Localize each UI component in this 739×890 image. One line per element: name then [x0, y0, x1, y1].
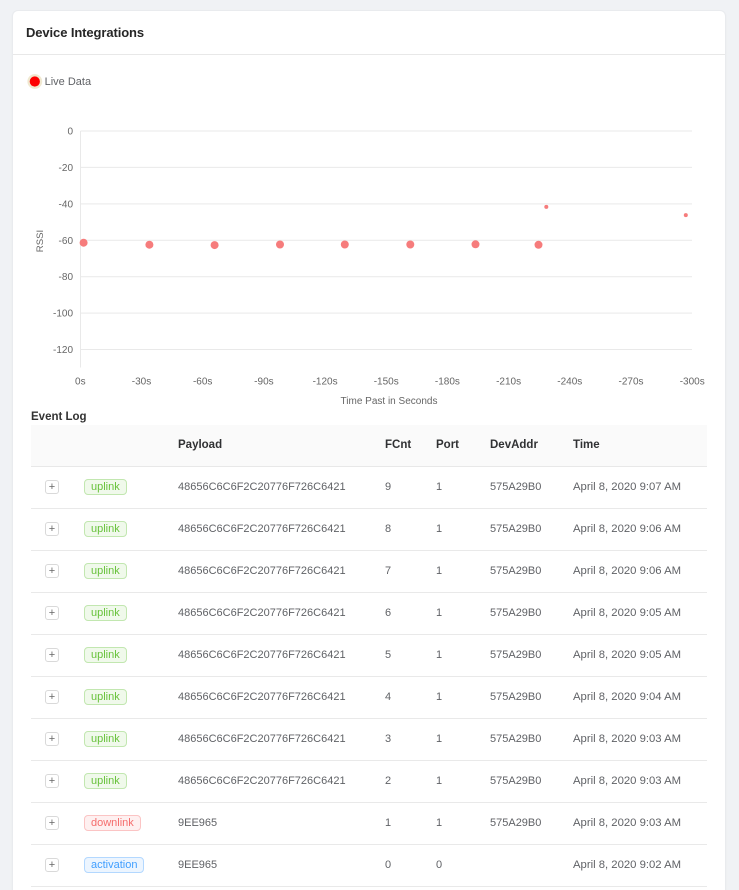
svg-text:-30s: -30s [132, 377, 151, 388]
svg-text:Time Past in Seconds: Time Past in Seconds [341, 396, 438, 407]
svg-text:-60s: -60s [193, 377, 212, 388]
svg-text:-180s: -180s [435, 377, 460, 388]
svg-text:-120: -120 [53, 345, 73, 356]
svg-text:RSSI: RSSI [35, 230, 46, 252]
svg-text:Live Data: Live Data [45, 76, 92, 88]
svg-text:0: 0 [67, 127, 73, 138]
svg-text:-300s: -300s [680, 377, 705, 388]
svg-text:-60: -60 [59, 236, 74, 247]
svg-text:-20: -20 [59, 163, 74, 174]
svg-text:-150s: -150s [374, 377, 399, 388]
svg-text:-240s: -240s [557, 377, 582, 388]
svg-text:-90s: -90s [254, 377, 273, 388]
svg-text:0s: 0s [75, 377, 86, 388]
svg-text:-210s: -210s [496, 377, 521, 388]
svg-text:-270s: -270s [618, 377, 643, 388]
svg-text:-100: -100 [53, 309, 73, 320]
svg-text:-40: -40 [59, 199, 74, 210]
svg-text:-80: -80 [59, 272, 74, 283]
svg-text:-120s: -120s [313, 377, 338, 388]
